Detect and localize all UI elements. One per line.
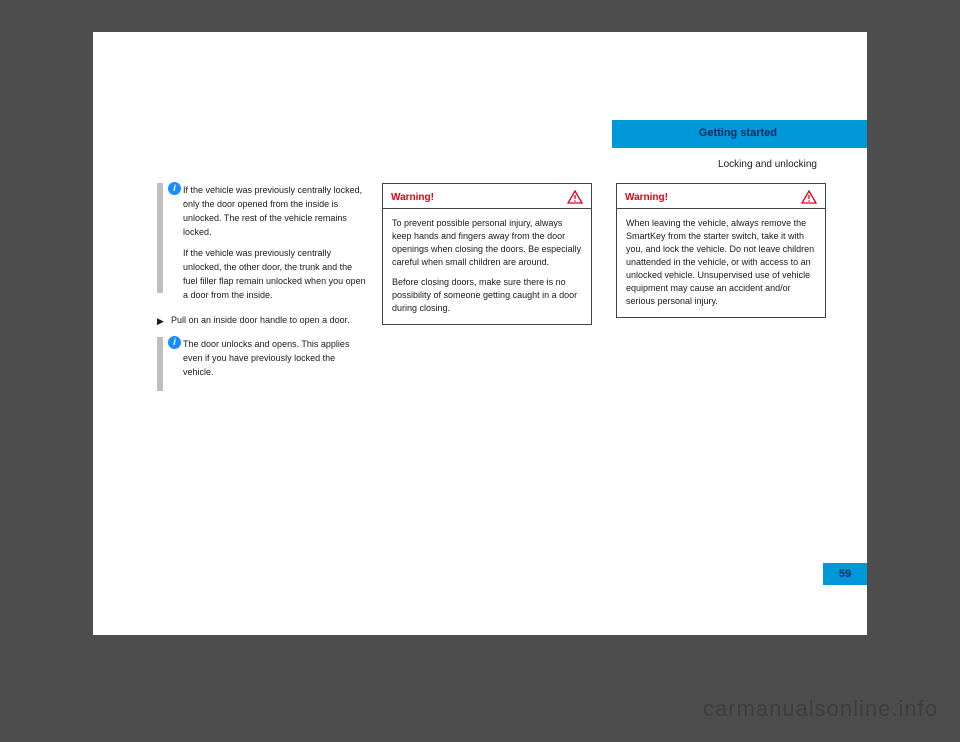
warning-text: When leaving the vehicle, always remove … bbox=[626, 217, 816, 308]
warning-box: Warning! When leaving the vehicle, alway… bbox=[616, 183, 826, 318]
warning-header: Warning! bbox=[617, 184, 825, 209]
warning-text: Before closing doors, make sure there is… bbox=[392, 276, 582, 315]
warning-header: Warning! bbox=[383, 184, 591, 209]
warning-triangle-icon bbox=[801, 190, 817, 204]
note-text: The door unlocks and opens. This applies… bbox=[169, 337, 367, 379]
note-bar bbox=[157, 337, 163, 391]
warning-box: Warning! To prevent possible personal in… bbox=[382, 183, 592, 325]
info-icon: i bbox=[168, 336, 181, 349]
instruction-bullet: ▶ Pull on an inside door handle to open … bbox=[157, 313, 367, 327]
warning-title: Warning! bbox=[391, 192, 434, 203]
section-band: Getting started bbox=[612, 120, 867, 148]
info-note: i The door unlocks and opens. This appli… bbox=[157, 337, 367, 391]
note-bar bbox=[157, 183, 163, 293]
column-left: i If the vehicle was previously centrall… bbox=[157, 183, 367, 411]
column-middle: Warning! To prevent possible personal in… bbox=[382, 183, 592, 338]
section-title: Getting started bbox=[699, 127, 777, 139]
warning-title: Warning! bbox=[625, 192, 668, 203]
note-text: If the vehicle was previously centrally … bbox=[169, 246, 367, 302]
warning-text: To prevent possible personal injury, alw… bbox=[392, 217, 582, 269]
warning-triangle-icon bbox=[567, 190, 583, 204]
page-number: 59 bbox=[839, 568, 851, 580]
info-icon: i bbox=[168, 182, 181, 195]
bullet-text: Pull on an inside door handle to open a … bbox=[171, 315, 350, 325]
column-right: Warning! When leaving the vehicle, alway… bbox=[616, 183, 826, 331]
watermark: carmanualsonline.info bbox=[703, 696, 938, 722]
warning-body: To prevent possible personal injury, alw… bbox=[383, 209, 591, 324]
info-note: i If the vehicle was previously centrall… bbox=[157, 183, 367, 293]
bullet-marker: ▶ bbox=[157, 314, 164, 328]
section-subtitle: Locking and unlocking bbox=[718, 159, 817, 170]
manual-page: Getting started Locking and unlocking i … bbox=[93, 32, 867, 635]
warning-body: When leaving the vehicle, always remove … bbox=[617, 209, 825, 317]
page-number-tab: 59 bbox=[823, 563, 867, 585]
note-text: If the vehicle was previously centrally … bbox=[169, 183, 367, 239]
